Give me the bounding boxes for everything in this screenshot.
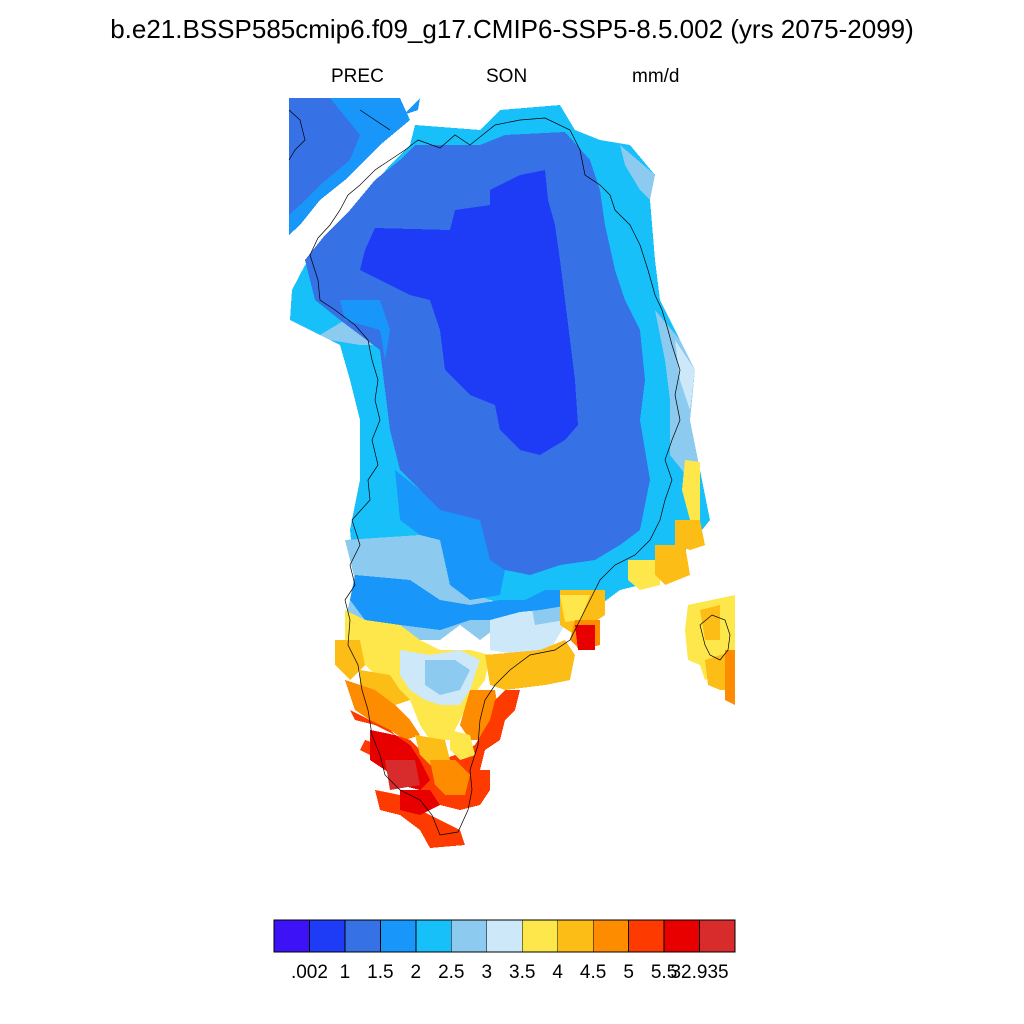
colorbar	[273, 919, 736, 953]
map-cell	[655, 310, 700, 480]
map-cell	[350, 575, 575, 630]
map-cell	[450, 730, 475, 760]
season-label: SON	[486, 66, 528, 87]
colorbar-swatch	[344, 919, 381, 953]
coastline-greenland	[309, 117, 681, 836]
colorbar-swatch	[415, 919, 452, 953]
colorbar-tick-label: 32.935	[670, 962, 729, 983]
coastline-ellesmere	[288, 109, 391, 161]
colorbar-tick-label: 1	[339, 962, 351, 983]
map-cell	[675, 520, 705, 550]
map-cell	[430, 760, 470, 795]
coastline	[288, 109, 731, 836]
colorbar-tick-label: 1.5	[367, 962, 394, 983]
map-cell	[400, 790, 440, 815]
colorbar-swatch	[379, 919, 417, 953]
colorbar-tick-label: 4	[552, 962, 563, 983]
map-cell	[560, 595, 590, 622]
units-label: mm/d	[632, 66, 680, 87]
colorbar-tick-label: 3.5	[509, 962, 536, 983]
colorbar-tick-label: 3	[481, 962, 493, 983]
map-cell	[289, 98, 360, 215]
colorbar-tick-label: 2	[410, 962, 422, 983]
map-cell	[628, 560, 660, 590]
map-cell	[485, 640, 575, 690]
map-cell	[350, 690, 520, 790]
colorbar-swatch	[592, 919, 630, 953]
colorbar-tick-label: 5.5	[650, 962, 678, 983]
map-cell	[655, 545, 690, 585]
colorbar-swatch	[486, 919, 523, 953]
map-cell	[403, 98, 420, 115]
colorbar-swatch	[663, 919, 700, 953]
map-cell	[360, 170, 578, 455]
map-cell	[375, 790, 465, 848]
colorbar-swatch	[273, 919, 310, 953]
map-cell	[385, 760, 420, 790]
map-cell	[289, 98, 410, 235]
map-cell	[425, 660, 470, 695]
colorbar-tick-label: 5	[623, 962, 634, 983]
map-cell	[575, 625, 595, 650]
map-field	[289, 98, 735, 848]
colorbar-tick-label: 2.5	[438, 962, 465, 983]
colorbar-swatch	[699, 919, 736, 953]
variable-label: PREC	[331, 66, 384, 87]
map-cell	[395, 470, 505, 600]
map-cell	[682, 460, 700, 520]
chart-title: b.e21.BSSP585cmip6.f09_g17.CMIP6-SSP5-8.…	[110, 14, 914, 44]
map-cell	[675, 340, 695, 410]
colorbar-swatch	[309, 919, 346, 953]
map-cell	[335, 640, 365, 680]
colorbar-swatch	[521, 919, 559, 953]
map-cell	[620, 145, 655, 200]
coastline-iceland	[699, 614, 731, 661]
colorbar-swatch	[450, 919, 488, 953]
colorbar-swatch	[628, 919, 665, 953]
colorbar-swatch	[557, 919, 594, 953]
map-cell	[340, 300, 390, 360]
colorbar-tick-label: .002	[290, 962, 328, 983]
colorbar-tick-label: 4.5	[579, 962, 607, 983]
map-cell	[700, 605, 720, 640]
map-cell	[415, 735, 450, 765]
map-cell	[725, 650, 735, 705]
